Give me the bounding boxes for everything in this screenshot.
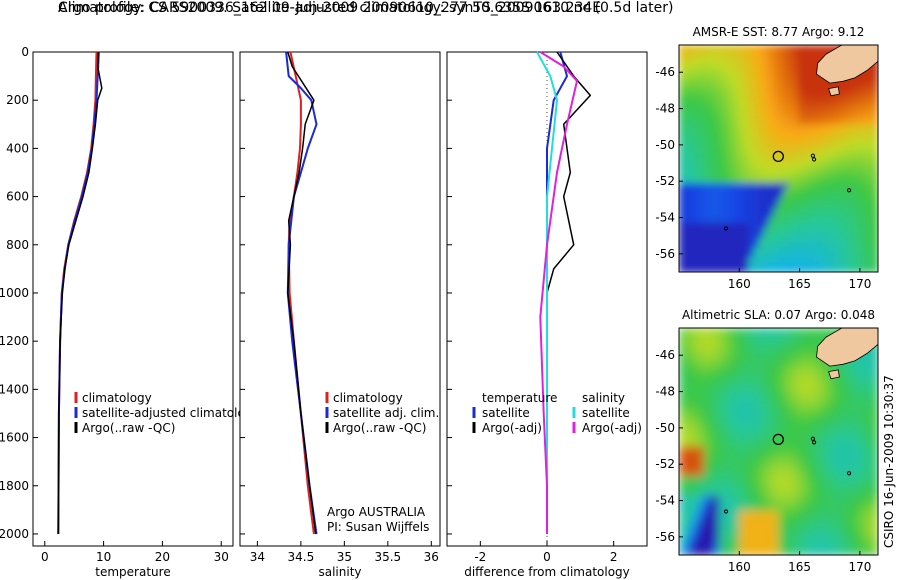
difference-x-tick-label: -2	[474, 550, 486, 564]
legend-label: satellite-adjusted climatology	[82, 406, 260, 420]
map-y-tick-label: -54	[655, 211, 675, 225]
map-x-tick-label: 165	[788, 277, 811, 291]
figure-title-line2: Climatology: CARS2009. Satellite-adjuste…	[58, 0, 674, 16]
map-y-tick-label: -48	[655, 385, 675, 399]
amsr-sst-map-field	[679, 45, 878, 272]
depth-tick-label: 2000	[0, 527, 29, 541]
depth-tick-label: 200	[6, 93, 29, 107]
salinity-x-tick-label: 34	[250, 550, 265, 564]
island-marker	[811, 157, 817, 162]
legend-label: climatology	[82, 391, 152, 405]
map-y-tick-label: -50	[655, 138, 675, 152]
salinity-x-tick-label: 34.5	[288, 550, 315, 564]
altimetric-sla-map: Altimetric SLA: 0.07 Argo: 0.048 160 165 17…	[655, 308, 879, 574]
depth-tick-label: 1200	[0, 334, 29, 348]
salinity-panel: 34 34.5 35 35.5 36 salinity climatologysatelli…	[239, 51, 441, 579]
map-x-tick-label: 165	[788, 560, 811, 574]
depth-tick-label: 800	[6, 238, 29, 252]
map-x-tick-label: 160	[728, 277, 751, 291]
island-marker	[811, 440, 817, 445]
map-y-tick-label: -54	[655, 494, 675, 508]
map-x-tick-label: 160	[728, 560, 751, 574]
temperature-axes-box	[32, 51, 234, 547]
difference-legend: temperaturesatelliteArgo(-adj)salinitysa…	[472, 391, 642, 435]
map-y-tick-label: -48	[655, 102, 675, 116]
depth-tick-label: 1800	[0, 479, 29, 493]
legend-label: climatology	[333, 391, 403, 405]
temperature-x-tick-label: 0	[41, 550, 49, 564]
figure-title-line1: Argo profile: CS 5900336_162 09-Jun-2009…	[58, 0, 602, 16]
salinity-x-label: salinity	[318, 565, 361, 579]
altimetric-sla-map-field	[679, 328, 878, 555]
argo-position-marker	[772, 150, 784, 163]
salinity-series-argo-raw-qc-	[287, 51, 317, 535]
legend-label: satellite	[582, 406, 630, 420]
temperature-series-argo-raw-qc-	[57, 51, 103, 535]
temperature-x-tick-label: 10	[96, 550, 111, 564]
salinity-x-tick-label: 35.5	[374, 550, 401, 564]
temperature-x-label: temperature	[95, 565, 170, 579]
altimetric-sla-map-frame	[678, 327, 879, 556]
legend-label: Argo(..raw -QC)	[82, 421, 175, 435]
island-marker	[810, 436, 815, 441]
legend-label: Argo(..raw -QC)	[333, 421, 426, 435]
temperature-x-tick-label: 30	[214, 550, 229, 564]
annotation-line: Argo AUSTRALIA	[327, 505, 426, 519]
depth-tick-label: 0	[21, 45, 29, 59]
legend-label: temperature	[482, 391, 557, 405]
difference-series-salinity-argo-adj-	[539, 51, 578, 534]
legend-label: satellite	[482, 406, 530, 420]
legend-label: Argo(-adj)	[582, 421, 642, 435]
depth-tick-label: 1400	[0, 382, 29, 396]
island-marker	[846, 471, 852, 476]
island-marker	[846, 188, 852, 193]
amsr-sst-map-frame	[678, 44, 879, 273]
salinity-x-tick-label: 36	[424, 550, 439, 564]
legend-label: Argo(-adj)	[482, 421, 542, 435]
legend-label: salinity	[582, 391, 625, 405]
land-new-zealand	[816, 45, 878, 84]
map-y-tick-label: -52	[655, 174, 675, 188]
amsr-sst-map-title: AMSR-E SST: 8.77 Argo: 9.12	[693, 25, 865, 39]
land-new-zealand	[816, 328, 878, 367]
map-y-tick-label: -52	[655, 457, 675, 471]
csiro-timestamp: CSIRO 16-Jun-2009 10:30:37	[882, 375, 896, 548]
temperature-x-tick-label: 20	[155, 550, 170, 564]
depth-tick-label: 1000	[0, 286, 29, 300]
difference-series-salinity-satellite	[536, 51, 558, 534]
map-y-tick-label: -46	[655, 65, 675, 79]
island-marker	[810, 153, 815, 158]
land-stewart-island	[828, 369, 840, 380]
depth-tick-label: 400	[6, 141, 29, 155]
island-marker	[723, 226, 729, 231]
altimetric-sla-map-title: Altimetric SLA: 0.07 Argo: 0.048	[682, 308, 875, 322]
island-marker	[723, 509, 729, 514]
land-stewart-island	[828, 86, 840, 97]
salinity-axes-box	[239, 51, 441, 547]
difference-x-tick-label: 0	[543, 550, 551, 564]
map-y-tick-label: -56	[655, 530, 675, 544]
amsr-sst-map: AMSR-E SST: 8.77 Argo: 9.12 160 165 170 -46 -…	[655, 25, 879, 291]
legend-label: satellite adj. clim.	[333, 406, 439, 420]
argo-position-marker	[772, 433, 784, 446]
map-y-tick-label: -50	[655, 421, 675, 435]
difference-x-label: difference from climatology	[464, 565, 630, 579]
map-x-tick-label: 170	[848, 277, 871, 291]
map-y-tick-label: -46	[655, 348, 675, 362]
salinity-x-tick-label: 35	[337, 550, 352, 564]
map-y-tick-label: -56	[655, 247, 675, 261]
annotation-line: PI: Susan Wijffels	[327, 520, 429, 534]
map-x-tick-label: 170	[848, 560, 871, 574]
depth-tick-label: 1600	[0, 431, 29, 445]
temperature-panel: 0 10 20 30 0 200 400 600 800 1000 1200 1400 1600 1800…	[0, 45, 260, 579]
depth-tick-label: 600	[6, 190, 29, 204]
difference-x-tick-label: 2	[610, 550, 618, 564]
